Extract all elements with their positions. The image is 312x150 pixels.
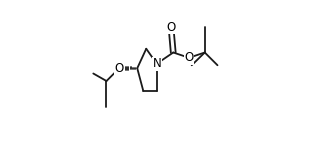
Text: O: O	[115, 62, 124, 75]
Text: N: N	[152, 57, 161, 70]
Text: O: O	[184, 51, 194, 64]
Text: O: O	[166, 21, 176, 33]
